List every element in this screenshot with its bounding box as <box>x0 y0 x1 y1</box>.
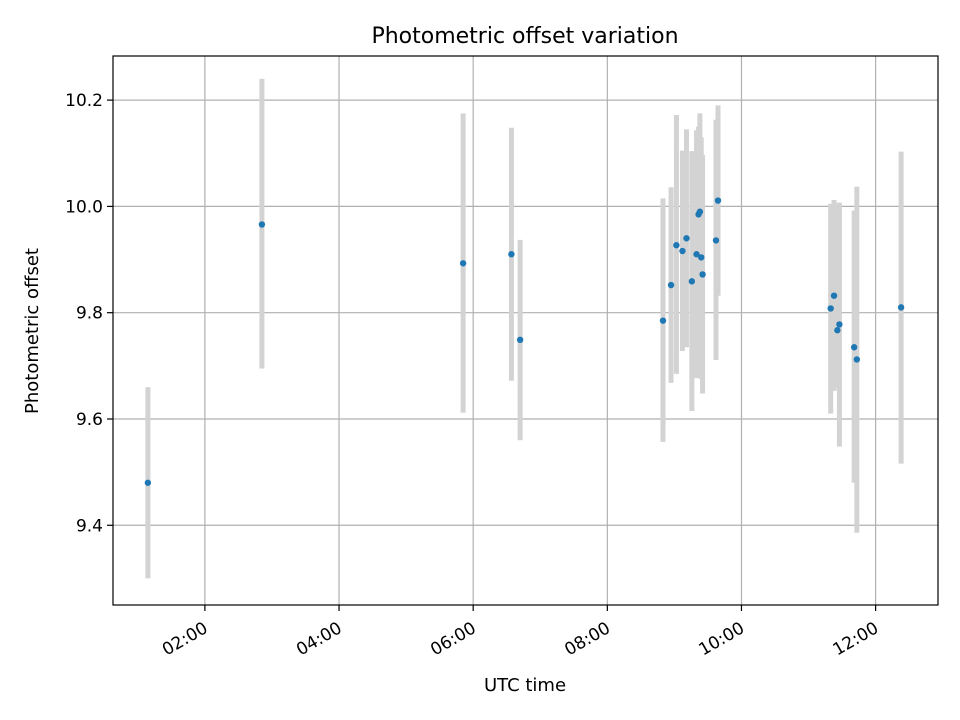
y-tick-label: 9.6 <box>76 410 103 430</box>
data-point <box>714 197 722 204</box>
data-point <box>258 221 266 228</box>
data-point <box>683 235 690 242</box>
data-point <box>696 208 704 215</box>
data-point <box>659 317 667 324</box>
data-point <box>667 281 675 289</box>
grid <box>113 56 938 605</box>
data-point <box>459 260 467 267</box>
data-point <box>850 344 858 351</box>
data-point <box>688 278 696 285</box>
data-point <box>712 237 720 244</box>
plot-frame <box>112 55 939 606</box>
data-point <box>679 247 686 255</box>
chart-title: Photometric offset variation <box>371 24 678 49</box>
data-point <box>834 327 841 334</box>
x-axis-label: UTC time <box>484 675 566 696</box>
data-point <box>699 271 706 278</box>
data-point <box>673 242 680 249</box>
data-point <box>693 251 700 258</box>
data-point <box>853 356 861 363</box>
data-point <box>827 305 834 312</box>
data-point <box>830 292 838 299</box>
data-point <box>698 254 705 261</box>
data-points <box>144 197 905 486</box>
y-axis-ticks: 9.4 9.6 9.8 10.0 10.2 <box>65 91 113 536</box>
y-tick-label: 10.2 <box>65 91 103 111</box>
data-point <box>516 336 524 344</box>
data-point <box>836 321 843 328</box>
y-tick-label: 9.8 <box>76 304 103 324</box>
y-tick-label: 9.4 <box>76 516 103 536</box>
y-tick-label: 10.0 <box>65 197 103 217</box>
data-point <box>144 479 152 486</box>
y-axis-label: Photometric offset <box>22 248 43 414</box>
data-point <box>897 304 905 311</box>
data-point <box>508 251 515 258</box>
